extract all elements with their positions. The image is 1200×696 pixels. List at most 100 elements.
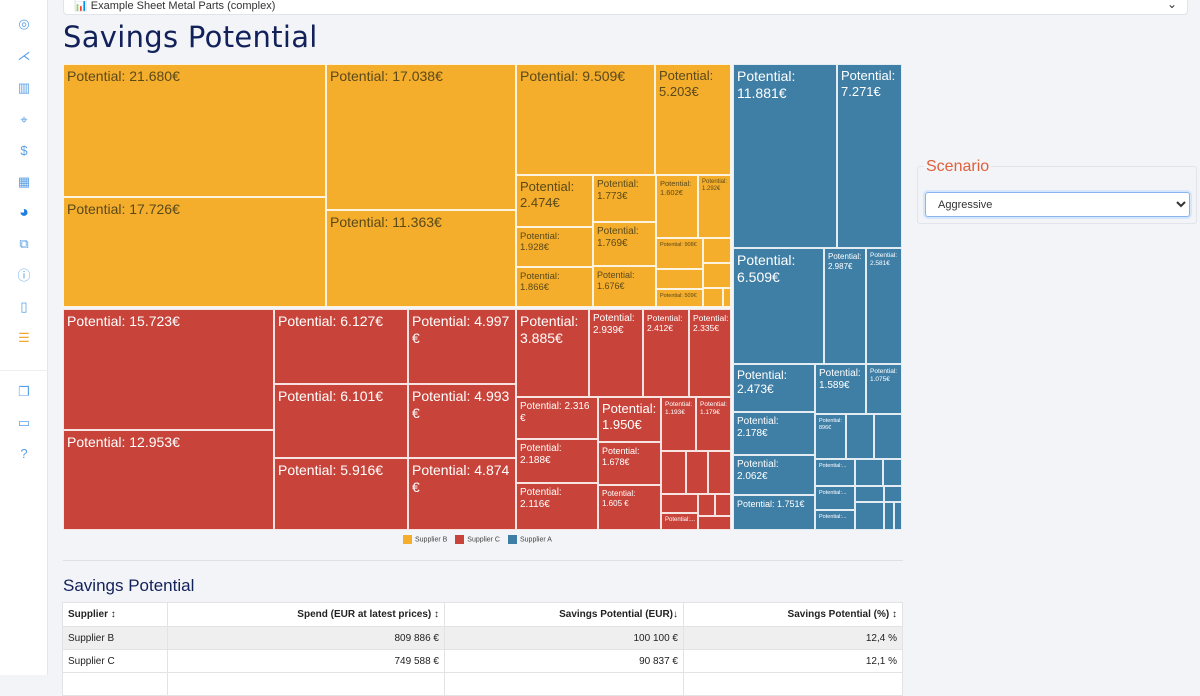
treemap-tile-supplier-a[interactable] [855,502,884,530]
column-header-savings-pct[interactable]: Savings Potential (%) ↕ [683,602,903,627]
treemap-tile-supplier-b[interactable]: Potential: 1.866€ [516,267,593,307]
treemap-tile-supplier-c[interactable]: Potential: 3.885€ [516,309,589,397]
treemap-tile-supplier-b[interactable] [656,269,703,289]
treemap-tile-supplier-c[interactable]: Potential: 2.335€ [689,309,731,397]
treemap-tile-supplier-c[interactable]: Potential: 4.993 € [408,384,516,458]
treemap-tile-supplier-b[interactable]: Potential: 1.602€ [656,175,698,238]
treemap-tile-supplier-b[interactable]: Potential: 5.203€ [655,64,731,175]
treemap-tile-supplier-b[interactable]: Potential: 1.292€ [698,175,731,238]
treemap-tile-supplier-c[interactable]: Potential: 2.116€ [516,483,598,530]
column-header-spend[interactable]: Spend (EUR at latest prices) ↕ [167,602,445,627]
treemap-tile-supplier-b[interactable]: Potential: 2.474€ [516,175,593,227]
treemap-tile-supplier-b[interactable] [703,238,731,263]
treemap-tile-supplier-b[interactable] [703,288,723,307]
legend-item[interactable]: Supplier A [507,535,552,544]
treemap-tile-supplier-a[interactable]: Potential: 6.509€ [733,248,824,364]
legend-item[interactable]: Supplier B [403,535,447,544]
treemap-tile-supplier-b[interactable]: Potential: 908€ [656,238,703,269]
treemap-tile-supplier-c[interactable]: Potential: 1.193€ [661,397,696,451]
treemap-tile-supplier-a[interactable] [874,414,902,459]
treemap-tile-supplier-b[interactable]: Potential: 1.928€ [516,227,593,267]
treemap-tile-supplier-c[interactable]: Potential: 4.874 € [408,458,516,530]
treemap-tile-supplier-b[interactable]: Potential: 1.769€ [593,222,656,266]
treemap-tile-supplier-a[interactable]: Potential:... [815,510,855,530]
treemap-tile-supplier-a[interactable]: Potential: 2.473€ [733,364,815,412]
treemap-tile-supplier-a[interactable]: Potential:... [815,486,855,510]
treemap-tile-supplier-c[interactable] [661,494,698,513]
scenario-group: Scenario Aggressive [917,158,1197,224]
treemap-tile-supplier-c[interactable]: Potential: 2.412€ [643,309,689,397]
treemap-tile-supplier-a[interactable] [894,502,902,530]
treemap-tile-supplier-a[interactable] [855,459,883,486]
treemap-tile-supplier-c[interactable]: Potential: 12.953€ [63,430,274,530]
treemap-tile-supplier-c[interactable] [698,494,715,516]
treemap-tile-supplier-b[interactable]: Potential: 11.363€ [326,210,516,307]
treemap-tile-supplier-b[interactable]: Potential: 17.038€ [326,64,516,210]
treemap-tile-supplier-c[interactable] [686,451,708,494]
treemap-tile-supplier-c[interactable]: Potential: 2.188€ [516,439,598,483]
graph-icon[interactable]: ⋌ [17,48,31,63]
treemap-tile-supplier-a[interactable]: Potential: 1.751€ [733,495,815,530]
treemap-tile-supplier-b[interactable]: Potential: 1.676€ [593,266,656,307]
cell-savings-eur: 90 837 € [444,649,684,673]
treemap-tile-supplier-c[interactable]: Potential: 1.179€ [696,397,731,451]
external-link-icon[interactable]: ⧉ [19,236,29,251]
help-icon[interactable]: ? [20,446,28,461]
treemap-tile-supplier-b[interactable] [703,263,731,288]
treemap-tile-supplier-b[interactable]: Potential: 9.509€ [516,64,655,175]
treemap-tile-supplier-c[interactable]: Potential: 1.605 € [598,485,661,530]
treemap-tile-supplier-a[interactable] [855,486,884,502]
treemap-tile-supplier-a[interactable] [884,502,894,530]
treemap-tile-supplier-a[interactable]: Potential: 2.062€ [733,455,815,495]
treemap-tile-supplier-c[interactable]: Potential: 6.101€ [274,384,408,458]
treemap-tile-supplier-a[interactable] [883,459,902,486]
pie-chart-icon[interactable]: ◕ [19,204,29,221]
treemap-tile-supplier-c[interactable]: Potential: 1.950€ [598,397,661,442]
treemap-tile-supplier-a[interactable]: Potential: 896€ [815,414,846,459]
legend-label: Supplier B [415,536,448,544]
table-row [62,672,903,696]
copy-icon[interactable]: ❐ [18,384,30,399]
filter-icon[interactable]: ▥ [17,80,31,95]
treemap-tile-supplier-c[interactable]: Potential: 4.997 € [408,309,516,384]
treemap-tile-supplier-a[interactable]: Potential: 2.987€ [824,248,866,364]
list-icon[interactable]: ☰ [18,330,30,345]
treemap-tile-supplier-a[interactable]: Potential: 1.075€ [866,364,902,414]
treemap-tile-supplier-c[interactable] [661,451,686,494]
treemap-tile-supplier-a[interactable]: Potential: 7.271€ [837,64,902,248]
treemap-tile-supplier-c[interactable]: Potential: 6.127€ [274,309,408,384]
treemap-tile-supplier-c[interactable] [698,516,731,530]
treemap-tile-supplier-a[interactable]: Potential: 1.589€ [815,364,866,414]
treemap-tile-supplier-b[interactable] [723,288,731,307]
treemap-tile-supplier-b[interactable]: Potential: 1.773€ [593,175,656,222]
treemap-tile-supplier-b[interactable]: Potential: 509€ [656,289,703,307]
target-icon[interactable]: ⌖ [20,112,28,127]
treemap-tile-supplier-a[interactable]: Potential:... [815,459,855,486]
treemap-tile-supplier-c[interactable]: Potential: 2.939€ [589,309,643,397]
info-icon[interactable]: ⓘ [17,268,31,283]
treemap-tile-supplier-a[interactable]: Potential: 11.881€ [733,64,837,248]
treemap-tile-supplier-b[interactable]: Potential: 21.680€ [63,64,326,197]
grid-icon[interactable]: ▦ [17,174,31,189]
treemap-tile-supplier-c[interactable]: Potential:... [661,513,698,530]
dollar-icon[interactable]: $ [20,143,28,158]
scenario-select[interactable]: Aggressive [925,192,1190,217]
treemap-tile-supplier-a[interactable]: Potential: 2.581€ [866,248,902,364]
treemap-tile-supplier-c[interactable] [708,451,731,494]
dataset-select[interactable]: 📊 Example Sheet Metal Parts (complex) ⌄ [63,0,1188,15]
treemap-tile-supplier-a[interactable] [846,414,874,459]
treemap-tile-supplier-c[interactable]: Potential: 2.316 € [516,397,598,439]
treemap-tile-supplier-c[interactable]: Potential: 5.916€ [274,458,408,530]
column-header-supplier[interactable]: Supplier ↕ [62,602,168,627]
treemap-tile-supplier-b[interactable]: Potential: 17.726€ [63,197,326,307]
treemap-tile-supplier-c[interactable]: Potential: 1.678€ [598,442,661,485]
treemap-tile-supplier-c[interactable] [715,494,731,516]
treemap-tile-supplier-a[interactable] [884,486,902,502]
document-icon[interactable]: ▯ [20,299,28,314]
column-header-savings-eur[interactable]: Savings Potential (EUR)↓ [444,602,684,627]
legend-item[interactable]: Supplier C [455,535,500,544]
treemap-tile-supplier-a[interactable]: Potential: 2.178€ [733,412,815,455]
palette-icon[interactable]: ◎ [18,16,30,31]
book-icon[interactable]: ▭ [17,415,31,430]
treemap-tile-supplier-c[interactable]: Potential: 15.723€ [63,309,274,430]
